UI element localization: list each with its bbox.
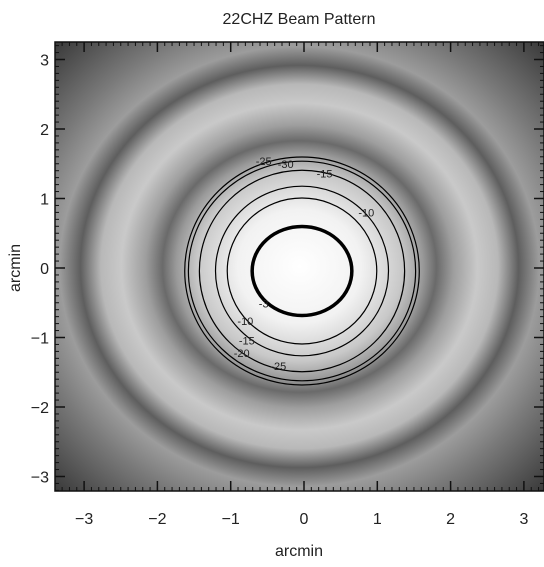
x-tick-label: 0 [300, 511, 309, 528]
contour-label: -25 [256, 156, 272, 168]
x-tick-label: −2 [148, 511, 166, 528]
contour--15 [214, 185, 390, 357]
contour--20 [198, 169, 406, 373]
contour-layer: -25 -30-15-10-3-10-15-20-25 [184, 156, 420, 386]
contour-label: -30 [278, 159, 294, 171]
x-axis: −3 −2 −1 0 1 2 3 [61, 42, 540, 528]
contour-label: -20 [234, 348, 250, 360]
contour--10 [226, 197, 378, 345]
x-tick-label: 1 [373, 511, 382, 528]
contour-label: -15 [317, 169, 333, 181]
x-axis-label: arcmin [275, 543, 323, 560]
contour-label: -25 [270, 361, 286, 373]
contour-label: -10 [358, 208, 374, 220]
contour--25 [187, 160, 417, 382]
contour--3 [250, 224, 354, 318]
y-tick-label: 2 [40, 122, 49, 139]
y-axis-label: arcmin [7, 244, 24, 292]
x-tick-label: −3 [75, 511, 93, 528]
x-tick-label: −1 [222, 511, 240, 528]
x-tick-label: 3 [519, 511, 528, 528]
y-tick-label: 1 [40, 192, 49, 209]
y-tick-label: −3 [31, 470, 49, 487]
y-tick-label: 3 [40, 53, 49, 70]
contour--30 [184, 156, 420, 386]
x-tick-label: 2 [446, 511, 455, 528]
y-tick-label: −2 [31, 400, 49, 417]
contour-label: -3 [259, 299, 269, 311]
plot-frame [54, 41, 544, 492]
contour-label: -15 [239, 335, 255, 347]
contour-label: -10 [237, 316, 253, 328]
y-axis: −3 −2 −1 0 1 2 3 [31, 45, 544, 491]
y-tick-label: 0 [40, 261, 49, 278]
y-tick-label: −1 [31, 331, 49, 348]
heatmap-background [55, 42, 544, 491]
chart-title: 22CHZ Beam Pattern [223, 11, 376, 28]
